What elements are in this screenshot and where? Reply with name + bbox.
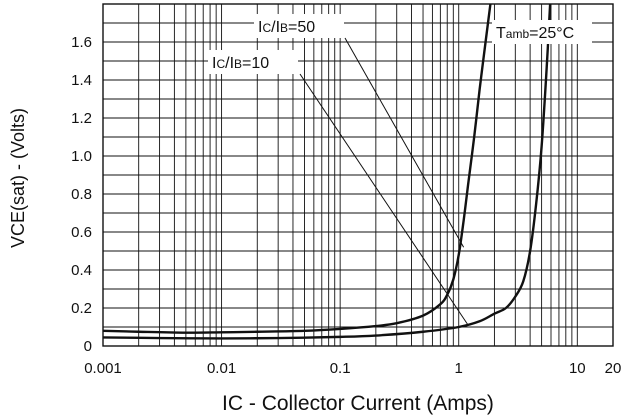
annotation-label-background bbox=[492, 20, 592, 44]
annotation-label: IC/IB=10 bbox=[212, 55, 269, 72]
annotation-leader-line bbox=[299, 73, 469, 326]
x-axis-label: IC - Collector Current (Amps) bbox=[222, 392, 494, 415]
plot-frame bbox=[102, 3, 614, 347]
series-line bbox=[102, 3, 552, 340]
x-tick-label: 0.1 bbox=[330, 360, 351, 377]
x-tick-label: 10 bbox=[569, 360, 586, 377]
grid-lines bbox=[103, 4, 613, 346]
annotation-text: /I bbox=[271, 19, 280, 36]
y-tick-label: 1.6 bbox=[71, 34, 92, 51]
annotation-text: I bbox=[258, 19, 262, 36]
annotation-subscript: B bbox=[280, 21, 288, 35]
annotation-label: IC/IB=50 bbox=[258, 19, 315, 36]
y-tick-label: 0.8 bbox=[71, 186, 92, 203]
y-tick-label: 1.2 bbox=[71, 110, 92, 127]
annotation-text: =25°C bbox=[529, 25, 574, 42]
y-tick-labels: 0 0.2 0.4 0.6 0.8 1.0 1.2 1.4 1.6 bbox=[71, 34, 92, 355]
annotation-text: =10 bbox=[242, 55, 269, 72]
y-tick-label: 0.6 bbox=[71, 224, 92, 241]
annotation-text: /I bbox=[225, 55, 234, 72]
annotation-label-background bbox=[208, 50, 298, 74]
annotation-leader-line bbox=[344, 37, 465, 248]
y-tick-label: 1.0 bbox=[71, 148, 92, 165]
y-tick-label: 0.4 bbox=[71, 262, 92, 279]
x-tick-labels: 0.001 0.01 0.1 1 10 20 bbox=[84, 360, 621, 377]
annotation-leaders bbox=[299, 37, 469, 326]
series-lines bbox=[102, 3, 552, 340]
annotation-text: I bbox=[212, 55, 216, 72]
annotation-text: T bbox=[496, 25, 506, 42]
annotation-label: Tamb=25°C bbox=[496, 25, 574, 42]
y-tick-label: 0 bbox=[84, 338, 92, 355]
annotation-subscript: amb bbox=[506, 27, 530, 41]
y-axis-label: VCE(sat) - (Volts) bbox=[8, 108, 28, 248]
x-tick-label: 0.001 bbox=[84, 360, 122, 377]
y-tick-label: 1.4 bbox=[71, 72, 92, 89]
annotation-subscript: B bbox=[234, 57, 242, 71]
annotation-subscript: C bbox=[262, 21, 271, 35]
annotation-text: =50 bbox=[288, 19, 315, 36]
series-line bbox=[102, 3, 492, 334]
annotation-subscript: C bbox=[216, 57, 225, 71]
x-tick-label: 1 bbox=[455, 360, 463, 377]
annotation-label-background bbox=[254, 14, 344, 38]
y-tick-label: 0.2 bbox=[71, 300, 92, 317]
x-tick-label: 20 bbox=[605, 360, 622, 377]
x-tick-label: 0.01 bbox=[207, 360, 236, 377]
